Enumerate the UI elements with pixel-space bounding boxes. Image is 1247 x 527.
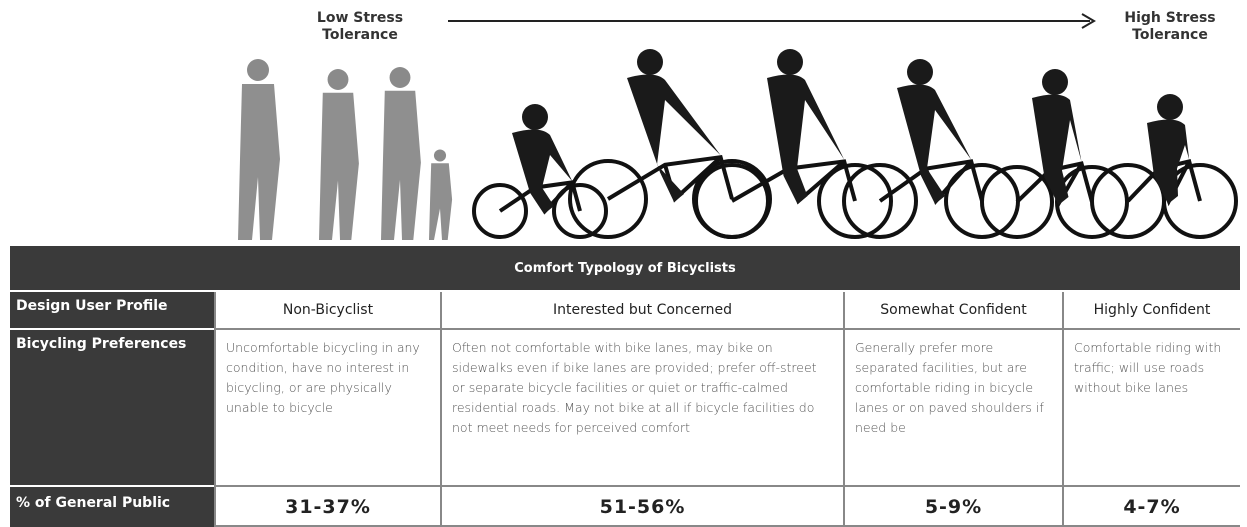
- wheel: [472, 183, 528, 239]
- illustration: [238, 13, 1238, 240]
- rider-body: [897, 84, 972, 204]
- rider-head: [1157, 94, 1183, 120]
- walker-head: [389, 67, 411, 88]
- rider-body: [1147, 119, 1190, 204]
- low-stress-label: Low Stress Tolerance: [316, 10, 404, 43]
- cell-preferences: Generally prefer more separated faciliti…: [843, 330, 1062, 487]
- wheel: [817, 163, 893, 239]
- cell-share: 4-7%: [1062, 487, 1240, 527]
- cell-preferences: Comfortable riding with traffic; will us…: [1062, 330, 1240, 487]
- cell-preferences: Often not comfortable with bike lanes, m…: [440, 330, 843, 487]
- rider-body: [1032, 94, 1082, 205]
- cell-profile: Interested but Concerned: [440, 292, 843, 330]
- walker-body: [319, 92, 359, 240]
- wheel: [568, 159, 648, 239]
- cell-share: 31-37%: [214, 487, 440, 527]
- arrow-head: [1081, 13, 1096, 29]
- rider-body: [767, 74, 845, 204]
- rider-body: [627, 74, 721, 202]
- wheel: [694, 163, 770, 239]
- rider-body: [512, 129, 573, 214]
- wheel: [552, 183, 608, 239]
- high-stress-label: High Stress Tolerance: [1124, 10, 1216, 43]
- rider-head: [1042, 69, 1068, 95]
- walker-head: [433, 149, 447, 162]
- rider-head: [907, 59, 933, 85]
- walker-body: [381, 90, 421, 240]
- wheel: [1162, 163, 1238, 239]
- wheel: [980, 165, 1054, 239]
- cell-profile: Highly Confident: [1062, 292, 1240, 330]
- walker-body: [238, 84, 280, 240]
- cell-share: 5-9%: [843, 487, 1062, 527]
- row-label: Design User Profile: [10, 292, 214, 328]
- rider-head: [637, 49, 663, 75]
- cell-share: 51-56%: [440, 487, 843, 527]
- walker-body: [429, 163, 453, 240]
- row-label: Bicycling Preferences: [10, 330, 214, 485]
- rider-head: [777, 49, 803, 75]
- row-label: % of General Public: [10, 487, 214, 527]
- wheel: [842, 163, 918, 239]
- cell-preferences: Uncomfortable bicycling in any condition…: [214, 330, 440, 487]
- walker-head: [327, 69, 349, 90]
- cell-profile: Non-Bicyclist: [214, 292, 440, 330]
- walker-head: [247, 59, 269, 81]
- table-title: Comfort Typology of Bicyclists: [10, 246, 1240, 290]
- rider-head: [522, 104, 548, 130]
- cell-profile: Somewhat Confident: [843, 292, 1062, 330]
